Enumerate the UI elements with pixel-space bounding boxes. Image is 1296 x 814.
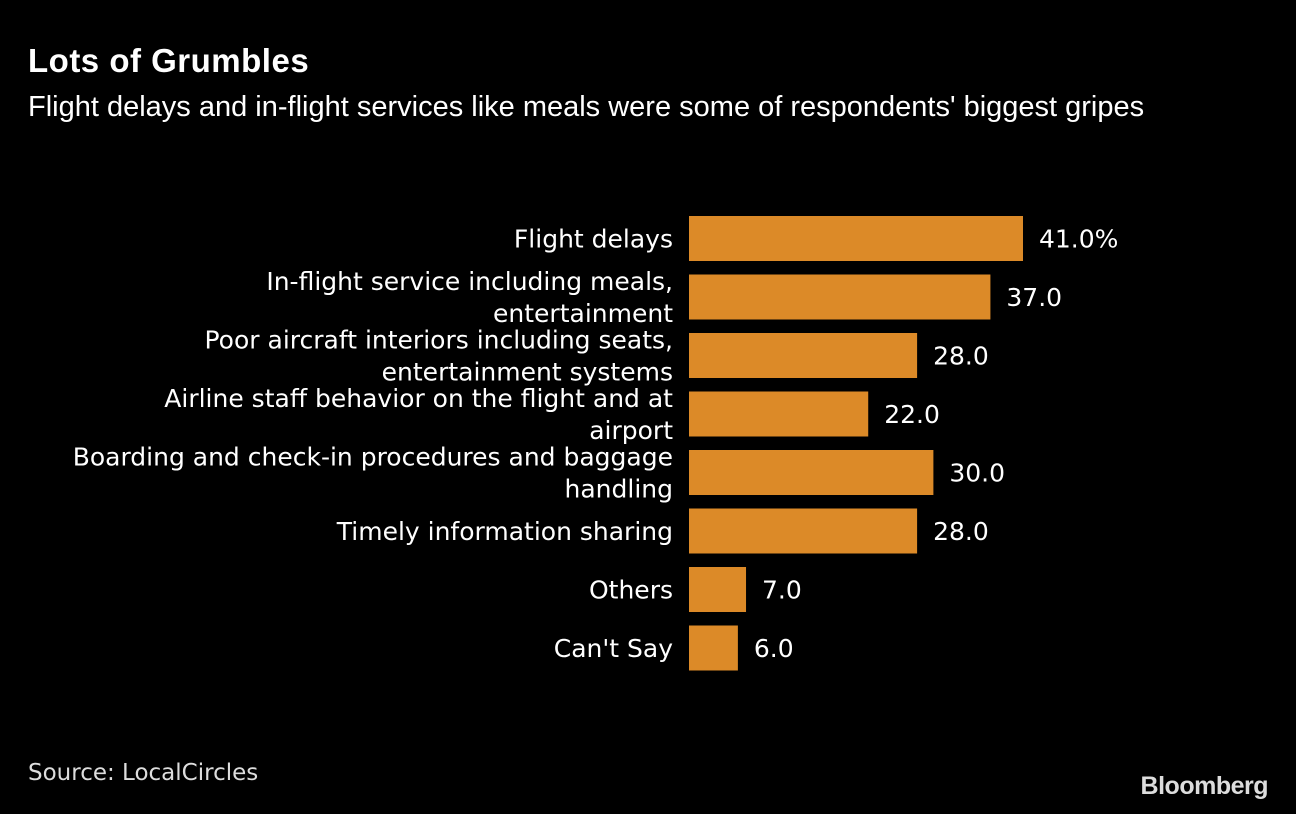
data-label: 7.0 (762, 576, 802, 605)
category-label-line: handling (565, 475, 673, 504)
category-label-line: Poor aircraft interiors including seats, (205, 326, 674, 355)
category-label: In-flight service including meals, entert… (266, 267, 673, 328)
category-label: Flight delays (514, 225, 673, 254)
bar (689, 274, 991, 320)
bar (689, 391, 869, 437)
bar (689, 450, 934, 495)
data-label: 22.0 (884, 400, 940, 429)
bloomberg-logo: Bloomberg (1140, 772, 1269, 800)
data-label: 28.0 (933, 342, 989, 371)
category-label: Airline staff behavior on the flight and… (164, 384, 673, 445)
category-label: Can't Say (554, 634, 673, 663)
data-label: 28.0 (933, 517, 989, 546)
category-label-line: Boarding and check-in procedures and bag… (73, 443, 673, 472)
category-label-line: Flight delays (514, 225, 673, 254)
category-label-line: entertainment systems (382, 358, 673, 387)
category-label-line: Timely information sharing (336, 517, 673, 546)
source-note: Source: LocalCircles (28, 760, 259, 786)
category-label: Boarding and check-in procedures and bag… (73, 443, 673, 504)
category-label-line: Others (589, 576, 673, 605)
category-label-line: Airline staff behavior on the flight and… (164, 384, 673, 413)
category-label: Poor aircraft interiors including seats,… (205, 326, 674, 387)
bar (689, 567, 747, 612)
bar (689, 508, 918, 554)
bar (689, 625, 738, 671)
category-label-line: airport (589, 416, 673, 445)
bar (689, 216, 1023, 261)
data-label: 41.0% (1039, 225, 1118, 254)
data-label: 37.0 (1006, 283, 1062, 312)
bar (689, 333, 918, 378)
data-label: 30.0 (949, 459, 1005, 488)
category-label: Timely information sharing (336, 517, 673, 546)
category-label: Others (589, 576, 673, 605)
category-label-line: In-flight service including meals, (266, 267, 673, 296)
category-label-line: Can't Say (554, 634, 673, 663)
data-label: 6.0 (754, 634, 794, 663)
chart-subtitle: Flight delays and in-flight services lik… (28, 91, 1145, 123)
category-label-line: entertainment (493, 299, 673, 328)
chart-title: Lots of Grumbles (28, 42, 310, 79)
